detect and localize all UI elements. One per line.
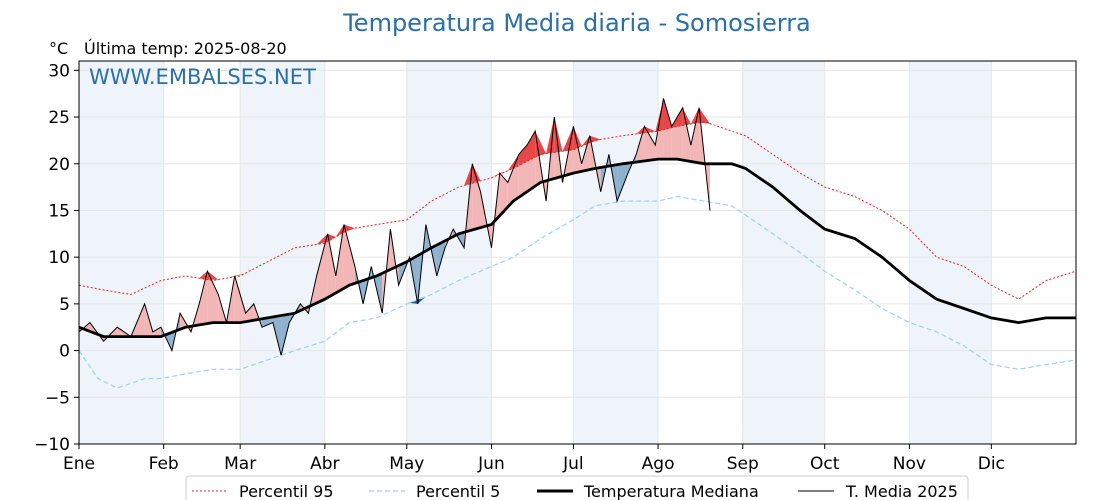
extreme-warm-fill (546, 117, 555, 154)
month-band (742, 61, 825, 444)
x-tick-label: Jun (477, 454, 505, 474)
extreme-cold-fill (417, 296, 426, 304)
series-line-2025 (78, 98, 711, 356)
month-band (573, 61, 659, 444)
y-axis-ticks: −10 −5 0 5 10 15 20 25 30 (34, 61, 79, 455)
extreme-warm-fill (554, 117, 563, 153)
legend: Percentil 95 Percentil 5 Temperatura Med… (185, 475, 969, 500)
month-band (909, 61, 992, 444)
legend-label-2025: T. Media 2025 (845, 482, 958, 500)
extreme-warm-fill (526, 131, 536, 162)
y-tick-label: 15 (48, 201, 70, 221)
extreme-warm-fill (472, 163, 481, 184)
warm-anomaly-fill (499, 173, 508, 216)
x-tick-label: May (389, 454, 424, 474)
y-unit-label: °C (49, 39, 68, 58)
x-tick-label: Ene (63, 454, 95, 474)
plot-frame (78, 60, 1077, 445)
series-line-percentil-5 (78, 195, 1077, 389)
extreme-warm-fill (573, 126, 582, 150)
warm-anomaly-fill (343, 224, 355, 289)
y-tick-label: 5 (59, 295, 70, 315)
y-tick-label: 0 (59, 342, 70, 362)
warm-anomaly-fill (581, 135, 590, 172)
extreme-warm-fill (518, 145, 527, 166)
x-tick-label: Mar (224, 454, 256, 474)
legend-box (185, 475, 969, 500)
watermark: WWW.EMBALSES.NET (89, 65, 316, 89)
month-band (240, 61, 325, 444)
extreme-warm-fill (682, 107, 691, 126)
extreme-warm-fill (491, 173, 500, 178)
x-tick-label: Sep (727, 454, 759, 474)
x-axis-ticks: Ene Feb Mar Abr May Jun Jul Ago Sep Oct Nov Dic (63, 444, 1005, 474)
chart-title: Temperatura Media diaria - Somosierra (342, 9, 811, 37)
plot-background (79, 61, 992, 444)
extreme-warm-fill (343, 224, 355, 233)
series-lines (78, 98, 1077, 389)
extreme-warm-fill (562, 126, 574, 152)
y-tick-label: 30 (48, 61, 70, 81)
warm-anomaly-fill (152, 327, 161, 337)
warm-anomaly-fill (207, 271, 219, 324)
legend-label-p95: Percentil 95 (239, 482, 334, 500)
x-tick-label: Nov (893, 454, 926, 474)
month-band (406, 61, 492, 444)
extreme-warm-fill (589, 135, 601, 143)
warm-anomaly-fill (644, 126, 656, 161)
x-tick-label: Ago (642, 454, 675, 474)
warm-anomaly-fill (507, 154, 519, 207)
y-tick-label: −5 (45, 388, 70, 408)
last-temp-label: Última temp: 2025-08-20 (84, 39, 287, 58)
warm-anomaly-fill (335, 224, 344, 293)
y-tick-label: 10 (48, 248, 70, 268)
extreme-warm-fill (507, 154, 519, 171)
month-band (79, 61, 164, 444)
cold-anomaly-fill (617, 163, 629, 202)
extreme-warm-fill (655, 98, 664, 132)
x-tick-label: Oct (810, 454, 840, 474)
y-tick-label: 25 (48, 108, 70, 128)
extreme-warm-fill (690, 107, 700, 125)
legend-label-median: Temperatura Mediana (583, 482, 759, 500)
warm-anomaly-fill (234, 275, 246, 323)
legend-label-p5: Percentil 5 (416, 482, 500, 500)
warm-anomaly-fill (636, 126, 645, 162)
warm-anomaly-fill (245, 303, 254, 322)
x-tick-label: Feb (149, 454, 179, 474)
extreme-warm-fill (699, 107, 710, 124)
extreme-warm-fill (335, 224, 344, 237)
warm-anomaly-fill (327, 233, 336, 298)
warm-anomaly-fill (199, 271, 208, 325)
y-tick-label: 20 (48, 155, 70, 175)
x-tick-label: Dic (978, 454, 1005, 474)
x-tick-label: Jul (562, 454, 584, 474)
y-tick-label: −10 (34, 435, 70, 455)
x-tick-label: Abr (310, 454, 339, 474)
series-line-mediana (78, 157, 1076, 338)
warm-anomaly-fill (316, 233, 328, 304)
extreme-warm-fill (327, 233, 336, 242)
extreme-warm-fill (316, 233, 328, 245)
